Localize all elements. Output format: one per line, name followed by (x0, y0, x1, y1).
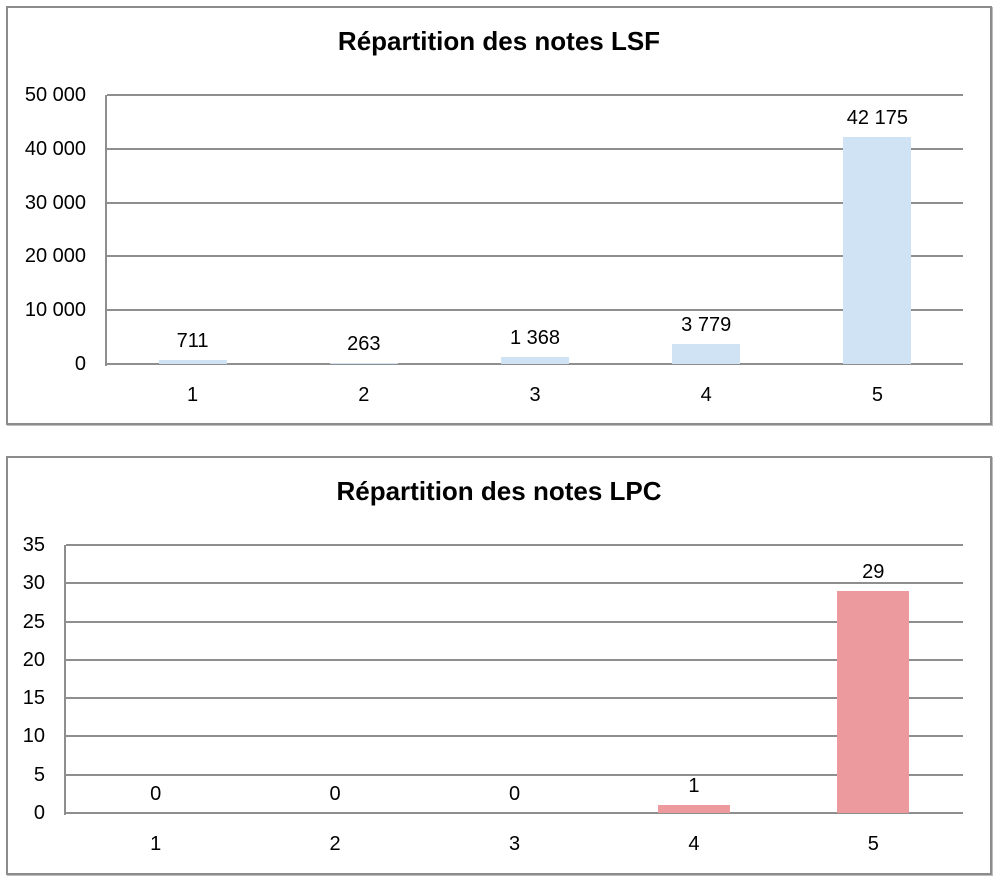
bar-value-label: 0 (150, 783, 162, 805)
bar (837, 590, 910, 813)
x-category-label: 4 (700, 384, 712, 406)
bar-value-label: 263 (347, 332, 381, 355)
y-tick-label: 10 (22, 725, 45, 748)
y-tick-label: 20 000 (24, 245, 86, 268)
bar-value-label: 0 (508, 783, 521, 805)
x-axis-line (105, 363, 963, 365)
bar (501, 356, 569, 364)
y-tick-label: 15 (22, 687, 45, 710)
y-tick-label: 20 (22, 648, 45, 671)
gridline (66, 544, 963, 546)
x-axis-line (64, 812, 963, 814)
gridline (66, 620, 963, 623)
gridline (66, 582, 963, 585)
x-category-label: 4 (688, 833, 700, 855)
bar-value-label: 1 368 (509, 326, 561, 349)
gridline (66, 658, 963, 661)
x-category-label: 2 (358, 384, 370, 406)
x-category-label: 5 (867, 833, 879, 855)
y-tick-label: 25 (22, 610, 45, 633)
x-category-label: 1 (187, 384, 199, 406)
bar (329, 362, 398, 364)
y-tick-label: 35 (22, 534, 45, 556)
bar-value-label: 711 (176, 330, 209, 353)
bar-value-label: 0 (329, 783, 341, 805)
gridline (66, 697, 963, 700)
bar-value-label: 29 (862, 560, 885, 583)
bar (672, 343, 741, 364)
chart-title-lpc: Répartition des notes LPC (336, 476, 662, 506)
gridline (66, 735, 963, 738)
gridline (107, 201, 963, 204)
y-tick-label: 0 (74, 353, 86, 375)
bar-value-label: 1 (688, 775, 700, 798)
chart-panel-lsf: Répartition des notes LSF 0 10 000 20 000 3… (6, 6, 992, 425)
x-category-label: 5 (871, 384, 883, 406)
y-tick-label: 30 000 (24, 191, 86, 214)
y-tick-label: 10 000 (24, 299, 86, 322)
y-axis-line (105, 95, 107, 366)
y-tick-label: 40 000 (24, 137, 86, 160)
gridline (66, 773, 963, 776)
bar (843, 137, 912, 364)
y-tick-label: 5 (33, 763, 45, 786)
gridline (107, 94, 963, 96)
bar (657, 805, 730, 813)
chart-title-lsf: Répartition des notes LSF (337, 26, 661, 56)
gridline (107, 255, 963, 258)
gridline (107, 147, 963, 150)
x-category-label: 3 (529, 384, 541, 406)
bar-value-label: 3 779 (681, 313, 732, 336)
y-tick-label: 30 (22, 572, 45, 595)
x-category-label: 1 (150, 833, 162, 855)
bar (158, 360, 227, 364)
y-axis-line (64, 545, 66, 815)
x-category-label: 2 (329, 833, 341, 855)
y-tick-label: 50 000 (24, 84, 86, 106)
gridline (107, 309, 963, 312)
chart-panel-lpc: Répartition des notes LPC 0 5 10 15 20 25 30 35… (6, 456, 992, 875)
bar-value-label: 42 175 (846, 107, 908, 130)
y-tick-label: 0 (33, 802, 45, 824)
x-category-label: 3 (508, 833, 521, 855)
